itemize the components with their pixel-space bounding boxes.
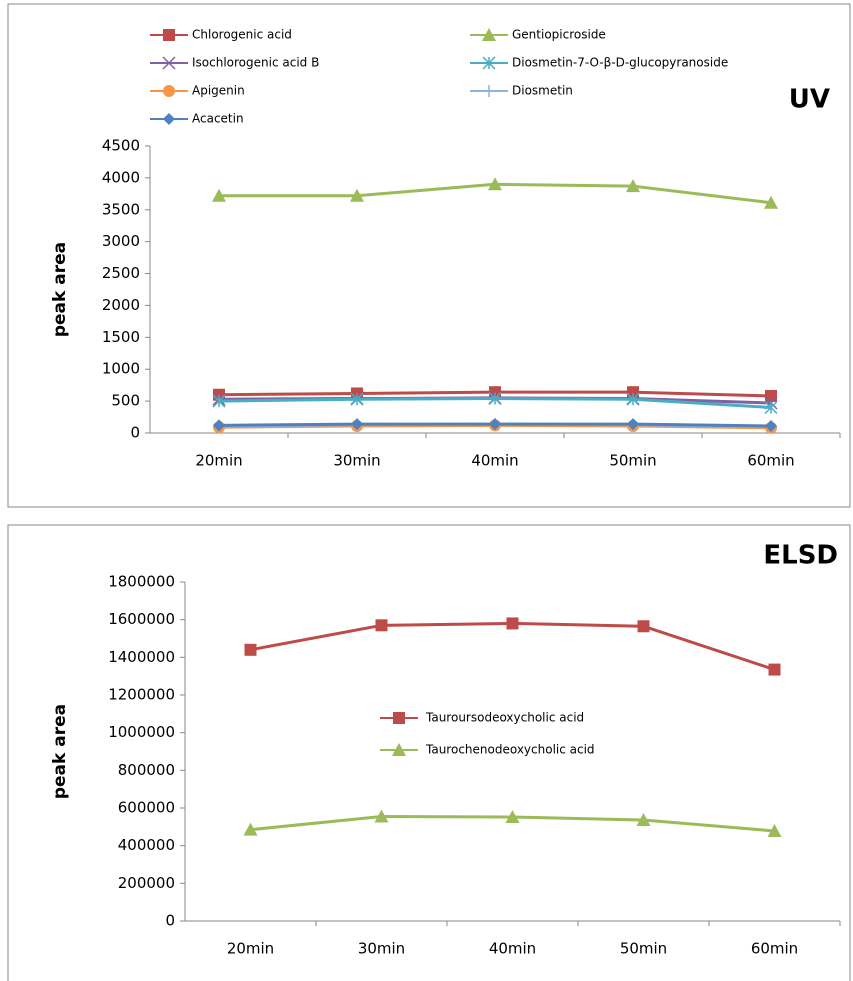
- x-tick-label: 60min: [747, 452, 794, 470]
- marker: [350, 392, 364, 406]
- marker: [488, 392, 502, 406]
- legend-label: Acacetin: [192, 112, 244, 126]
- marker: [350, 188, 364, 202]
- y-tick-label: 0: [130, 424, 140, 442]
- legend-marker: [163, 113, 175, 125]
- legend-label: Diosmetin: [512, 84, 573, 98]
- legend-label: Diosmetin-7-O-β-D-glucopyranoside: [512, 56, 728, 70]
- y-tick-label: 3500: [102, 200, 140, 218]
- legend-marker: [483, 85, 495, 97]
- legend-marker: [482, 28, 496, 41]
- x-tick-label: 20min: [195, 452, 242, 470]
- x-tick-label: 20min: [227, 940, 274, 958]
- y-tick-label: 4500: [102, 137, 140, 155]
- panel-frame: [7, 3, 851, 508]
- marker: [212, 394, 226, 408]
- x-tick-label: 60min: [751, 940, 798, 958]
- marker: [212, 188, 226, 202]
- marker: [243, 822, 258, 836]
- legend-label: Apigenin: [192, 84, 245, 98]
- y-tick-label: 1200000: [108, 686, 175, 704]
- legend-marker: [482, 56, 496, 70]
- series-line: [250, 621, 775, 671]
- marker: [765, 390, 777, 403]
- x-tick-label: 50min: [609, 452, 656, 470]
- marker: [505, 810, 520, 824]
- marker: [213, 419, 225, 432]
- y-tick-label: 600000: [118, 799, 175, 817]
- legend-marker: [393, 712, 405, 724]
- y-tick-label: 1400000: [108, 648, 175, 666]
- marker: [768, 663, 781, 676]
- marker: [626, 392, 640, 406]
- y-tick-label: 1800000: [108, 573, 175, 591]
- y-tick-label: 800000: [118, 761, 175, 779]
- marker: [375, 619, 388, 632]
- y-tick-label: 400000: [118, 836, 175, 854]
- legend-marker: [163, 29, 175, 41]
- x-tick-label: 40min: [471, 452, 518, 470]
- y-tick-label: 1000000: [108, 723, 175, 741]
- marker: [374, 809, 389, 823]
- y-axis-label: peak area: [50, 242, 70, 337]
- y-tick-label: 2500: [102, 264, 140, 282]
- marker: [627, 418, 639, 431]
- x-tick-label: 30min: [358, 940, 405, 958]
- marker: [764, 400, 778, 415]
- marker: [636, 813, 651, 827]
- marker: [765, 419, 777, 432]
- panel-frame: [7, 524, 851, 981]
- chart-title: UV: [789, 85, 830, 115]
- legend-label: Chlorogenic acid: [192, 28, 292, 42]
- marker: [767, 823, 782, 837]
- marker: [244, 643, 257, 656]
- y-tick-label: 1000: [102, 360, 140, 378]
- y-tick-label: 4000: [102, 168, 140, 186]
- y-tick-label: 1500: [102, 328, 140, 346]
- legend-marker: [392, 743, 406, 756]
- y-tick-label: 500: [111, 392, 140, 410]
- marker: [626, 179, 640, 193]
- marker: [351, 418, 363, 431]
- legend-marker: [162, 56, 176, 70]
- legend-label: Gentiopicroside: [512, 28, 606, 42]
- chart-title: ELSD: [763, 541, 838, 571]
- x-tick-label: 50min: [620, 940, 667, 958]
- marker: [506, 617, 519, 630]
- marker: [489, 418, 501, 431]
- x-tick-label: 30min: [333, 452, 380, 470]
- y-tick-label: 200000: [118, 874, 175, 892]
- legend-label: Tauroursodeoxycholic acid: [425, 711, 584, 725]
- y-tick-label: 2000: [102, 296, 140, 314]
- x-tick-label: 40min: [489, 940, 536, 958]
- y-tick-label: 0: [165, 912, 175, 930]
- marker: [764, 195, 778, 209]
- y-tick-label: 1600000: [108, 610, 175, 628]
- legend-marker: [163, 85, 175, 97]
- legend-label: Isochlorogenic acid B: [192, 56, 319, 70]
- marker: [488, 177, 502, 191]
- marker: [637, 620, 650, 633]
- y-tick-label: 3000: [102, 232, 140, 250]
- legend-label: Taurochenodeoxycholic acid: [425, 743, 595, 757]
- y-axis-label: peak area: [50, 704, 70, 799]
